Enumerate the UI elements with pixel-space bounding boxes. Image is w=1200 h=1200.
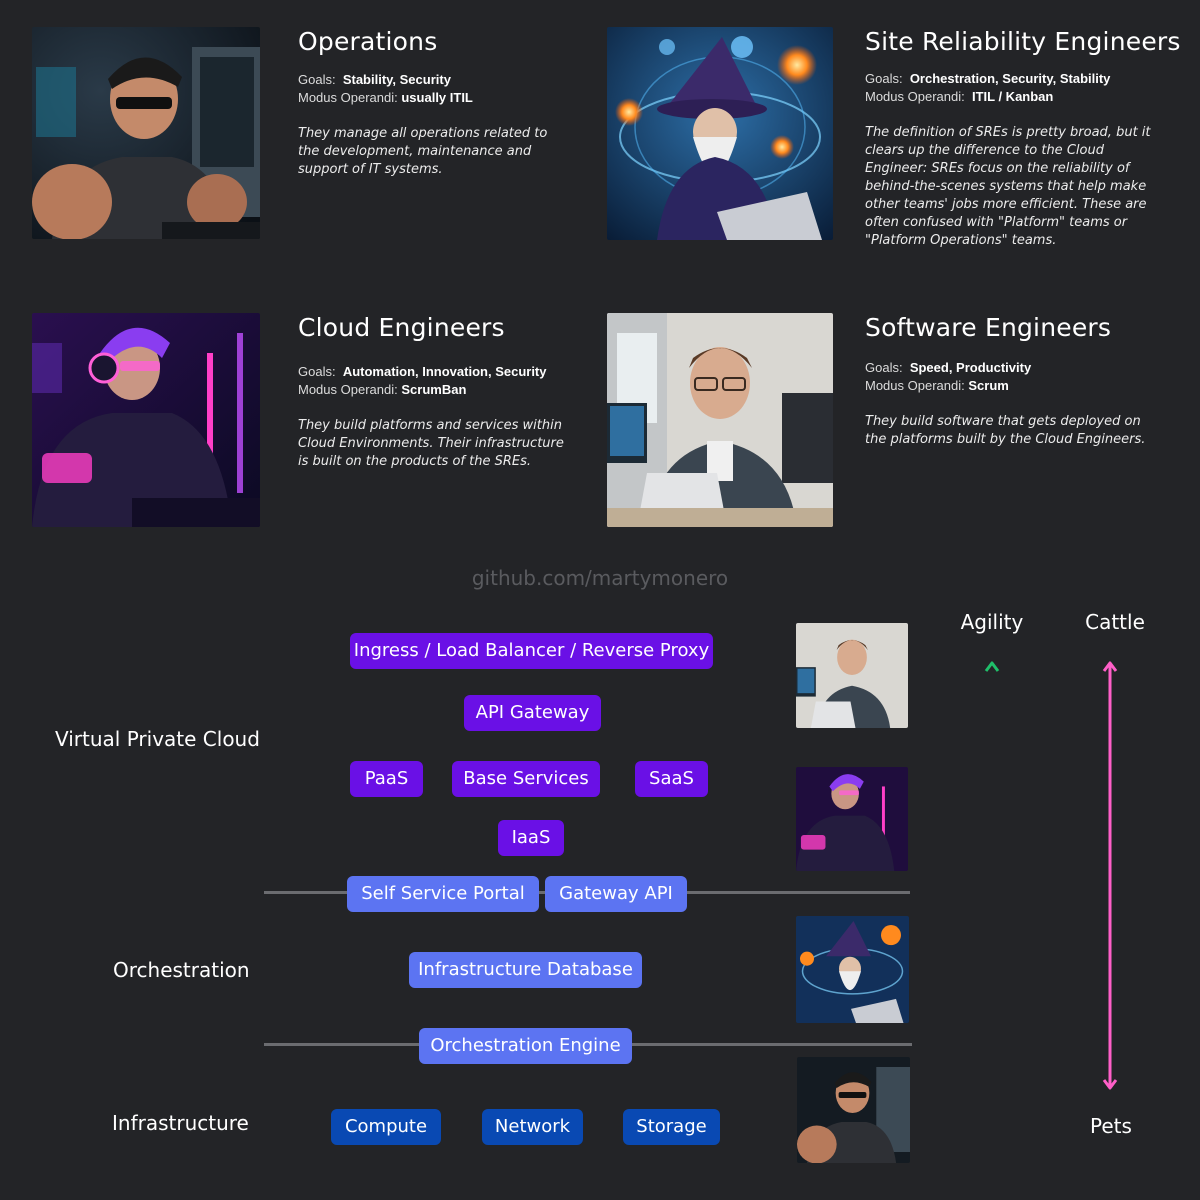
modus-label: Modus Operandi:: [865, 378, 965, 393]
layer-label-orchestration: Orchestration: [113, 958, 250, 982]
operations-modus: Modus Operandi: usually ITIL: [298, 89, 473, 107]
modus-value: ITIL / Kanban: [971, 89, 1054, 104]
sre-goals: Goals: Orchestration, Security, Stabilit…: [865, 70, 1110, 88]
api-gateway-box: API Gateway: [464, 695, 601, 731]
cattle-pets-arrow: [1102, 661, 1118, 1090]
ingress-box: Ingress / Load Balancer / Reverse Proxy: [350, 633, 713, 669]
goals-label: Goals:: [865, 360, 903, 375]
modus-value: Scrum: [968, 378, 1009, 393]
software-engineer-thumbnail: [796, 623, 908, 728]
operations-title: Operations: [298, 27, 438, 56]
operations-thumbnail: [797, 1057, 910, 1163]
goals-value: Speed, Productivity: [909, 360, 1032, 375]
cloud-engineers-title: Cloud Engineers: [298, 313, 505, 342]
operations-portrait: [32, 27, 260, 239]
cloud-engineer-thumbnail: [796, 767, 908, 871]
layer-label-infrastructure: Infrastructure: [112, 1111, 249, 1135]
compute-box: Compute: [331, 1109, 441, 1145]
modus-value: usually ITIL: [401, 90, 473, 105]
paas-box: PaaS: [350, 761, 423, 797]
watermark: github.com/martymonero: [471, 566, 729, 590]
sre-title: Site Reliability Engineers: [865, 27, 1181, 56]
software-engineers-modus: Modus Operandi: Scrum: [865, 377, 1009, 395]
modus-label: Modus Operandi:: [298, 382, 398, 397]
agility-label: Agility: [960, 610, 1024, 634]
agility-arrow: [984, 661, 1000, 1090]
goals-label: Goals:: [298, 72, 336, 87]
cattle-label: Cattle: [1085, 610, 1145, 634]
goals-label: Goals:: [865, 71, 903, 86]
software-engineer-portrait: [607, 313, 833, 527]
iaas-box: IaaS: [498, 820, 564, 856]
saas-box: SaaS: [635, 761, 708, 797]
infrastructure-database-box: Infrastructure Database: [409, 952, 642, 988]
goals-value: Orchestration, Security, Stability: [909, 71, 1111, 86]
storage-box: Storage: [623, 1109, 720, 1145]
pets-label: Pets: [1090, 1114, 1132, 1138]
network-box: Network: [482, 1109, 583, 1145]
goals-label: Goals:: [298, 364, 336, 379]
layer-label-vpc: Virtual Private Cloud: [55, 727, 260, 751]
operations-goals: Goals: Stability, Security: [298, 71, 451, 89]
software-engineers-goals: Goals: Speed, Productivity: [865, 359, 1031, 377]
modus-label: Modus Operandi:: [298, 90, 398, 105]
software-engineers-description: They build software that gets deployed o…: [865, 414, 1146, 447]
goals-value: Automation, Innovation, Security: [342, 364, 547, 379]
cloud-engineer-portrait: [32, 313, 260, 527]
cloud-engineers-description: They build platforms and services within…: [298, 418, 564, 469]
goals-value: Stability, Security: [342, 72, 451, 87]
self-service-portal-box: Self Service Portal: [347, 876, 539, 912]
sre-description: The definition of SREs is pretty broad, …: [865, 125, 1151, 248]
modus-value: ScrumBan: [401, 382, 467, 397]
cloud-engineers-modus: Modus Operandi: ScrumBan: [298, 381, 466, 399]
sre-portrait: [607, 27, 833, 240]
operations-description: They manage all operations related to th…: [298, 126, 548, 177]
modus-label: Modus Operandi:: [865, 89, 965, 104]
software-engineers-title: Software Engineers: [865, 313, 1112, 342]
cloud-engineers-goals: Goals: Automation, Innovation, Security: [298, 363, 547, 381]
sre-modus: Modus Operandi: ITIL / Kanban: [865, 88, 1053, 106]
sre-thumbnail: [796, 916, 909, 1023]
gateway-api-box: Gateway API: [545, 876, 687, 912]
base-services-box: Base Services: [452, 761, 600, 797]
orchestration-engine-box: Orchestration Engine: [419, 1028, 632, 1064]
